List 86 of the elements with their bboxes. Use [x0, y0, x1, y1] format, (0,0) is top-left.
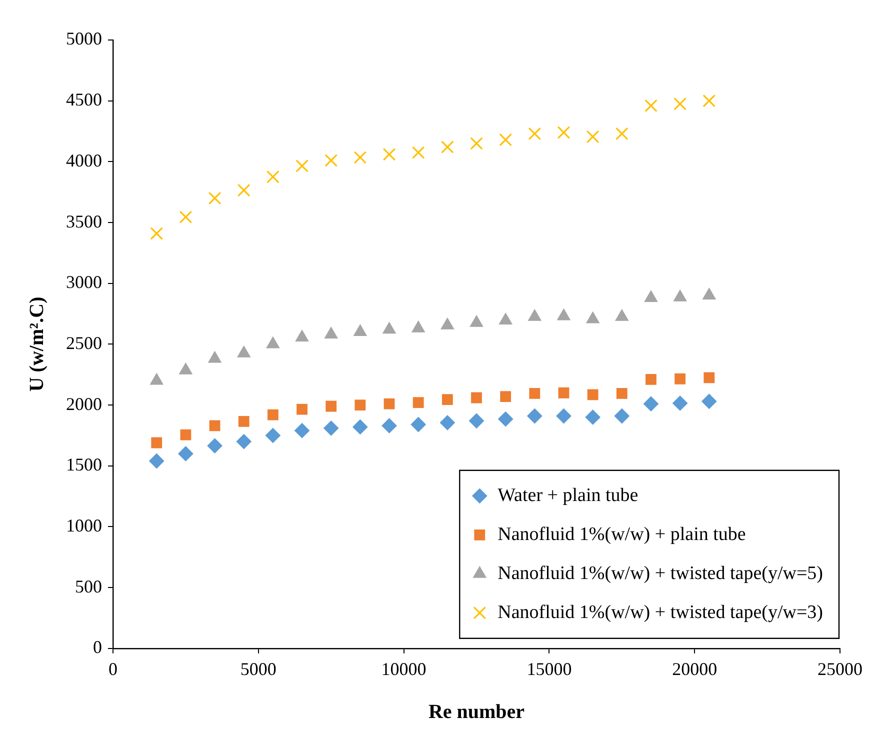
- point: [324, 154, 338, 167]
- point: [382, 418, 397, 434]
- point: [151, 437, 162, 448]
- point: [180, 429, 192, 440]
- point: [527, 408, 542, 424]
- y-tick-label: 1500: [66, 454, 102, 475]
- x-tick-label: 20000: [672, 658, 718, 679]
- point: [265, 428, 280, 443]
- y-tick-label: 3000: [66, 272, 102, 292]
- y-tick-label: 5000: [66, 28, 102, 49]
- point: [382, 148, 396, 161]
- point: [410, 417, 426, 432]
- y-tick-label: 2000: [66, 394, 102, 414]
- point: [646, 374, 656, 385]
- point: [209, 420, 220, 432]
- point: [295, 330, 309, 342]
- point: [179, 210, 192, 224]
- y-tick-label: 2500: [66, 332, 102, 353]
- legend-label: Nanofluid 1%(w/w) + twisted tape(y/w=3): [498, 602, 824, 623]
- point: [412, 146, 425, 160]
- point: [702, 288, 716, 300]
- y-axis-title: U (w/m².C): [26, 296, 48, 392]
- point: [412, 397, 424, 408]
- point: [354, 150, 367, 164]
- y-tick-label: 4000: [66, 150, 102, 170]
- x-tick-label: 10000: [381, 658, 426, 679]
- point: [238, 416, 250, 427]
- point: [702, 94, 716, 108]
- x-tick-label: 5000: [240, 658, 276, 679]
- point: [615, 127, 628, 140]
- x-tick-label: 15000: [526, 658, 572, 679]
- point: [556, 408, 572, 424]
- point: [178, 446, 194, 462]
- point: [354, 400, 366, 410]
- point: [702, 394, 717, 409]
- point: [326, 400, 337, 412]
- point: [557, 126, 570, 139]
- y-tick-label: 1000: [66, 515, 102, 536]
- point: [294, 423, 310, 438]
- point: [586, 130, 600, 144]
- legend-label: Nanofluid 1%(w/w) + plain tube: [498, 524, 746, 545]
- point: [324, 420, 339, 436]
- point: [643, 396, 658, 412]
- point: [528, 127, 542, 140]
- point: [529, 388, 540, 399]
- point: [498, 412, 514, 427]
- point: [704, 372, 715, 384]
- point: [644, 99, 658, 112]
- point: [500, 391, 512, 402]
- point: [442, 394, 453, 406]
- legend-label: Water + plain tube: [498, 484, 638, 506]
- x-tick-label: 0: [108, 658, 118, 679]
- point: [149, 454, 164, 469]
- point: [614, 408, 630, 424]
- point: [296, 404, 308, 415]
- point: [674, 373, 686, 384]
- point: [558, 387, 570, 398]
- point: [587, 389, 598, 400]
- point: [207, 438, 222, 454]
- point: [440, 140, 454, 154]
- point: [236, 434, 252, 450]
- point: [470, 136, 483, 150]
- y-tick-label: 0: [93, 637, 102, 658]
- point: [352, 419, 368, 434]
- point: [499, 133, 512, 146]
- point: [616, 388, 628, 399]
- point: [237, 184, 250, 197]
- point: [674, 97, 687, 110]
- y-tick-label: 4500: [66, 90, 102, 110]
- x-tick-label: 25000: [818, 658, 862, 679]
- y-tick-label: 3500: [66, 211, 102, 232]
- point: [150, 227, 164, 240]
- point: [266, 170, 280, 184]
- point: [672, 396, 688, 411]
- point: [469, 413, 484, 428]
- y-tick-label: 500: [75, 576, 102, 596]
- point: [267, 409, 278, 420]
- x-axis-title: Re number: [428, 701, 525, 724]
- point: [384, 398, 395, 410]
- legend-label: Nanofluid 1%(w/w) + twisted tape(y/w=5): [498, 562, 824, 584]
- point: [208, 192, 222, 205]
- point: [585, 410, 600, 425]
- point: [354, 324, 367, 336]
- point: [296, 159, 308, 172]
- point: [440, 415, 455, 430]
- point: [471, 392, 482, 404]
